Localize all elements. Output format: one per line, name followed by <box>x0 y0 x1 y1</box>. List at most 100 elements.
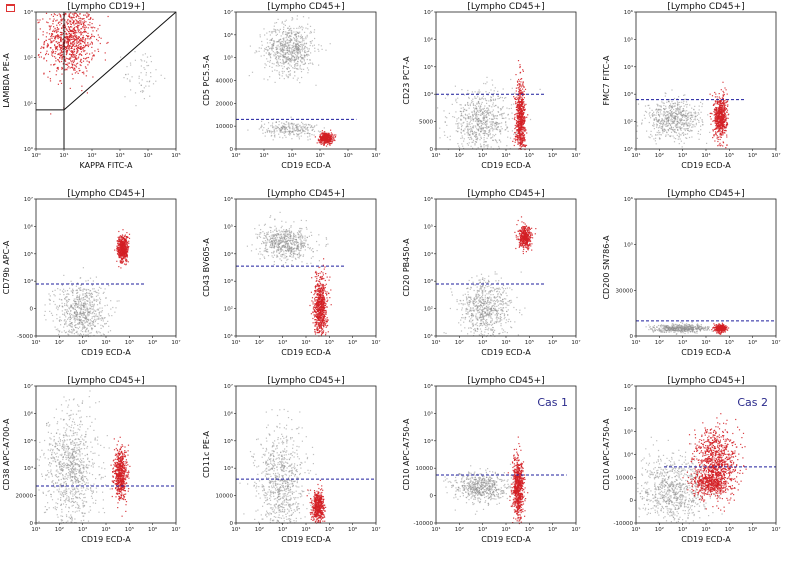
event-dot <box>520 92 522 94</box>
event-dot <box>301 36 303 38</box>
event-dot <box>313 44 315 46</box>
event-dot <box>520 92 522 94</box>
event-dot <box>720 100 722 102</box>
event-dot <box>470 145 472 147</box>
event-dot <box>688 126 690 128</box>
event-dot <box>274 131 276 133</box>
event-dot <box>69 38 71 41</box>
event-dot <box>721 115 723 117</box>
event-dot <box>66 296 68 298</box>
event-dot <box>297 62 299 65</box>
event-dot <box>717 145 719 147</box>
event-dot <box>332 140 334 142</box>
event-dot <box>59 320 61 322</box>
event-dot <box>76 48 78 50</box>
event-dot <box>57 59 59 61</box>
event-dot <box>519 112 521 115</box>
event-dot <box>519 111 521 113</box>
event-dot <box>477 137 479 139</box>
event-dot <box>643 114 645 116</box>
event-dot <box>286 131 288 133</box>
event-dot <box>486 137 488 139</box>
event-dot <box>72 32 74 35</box>
event-dot <box>460 123 462 125</box>
event-dot <box>716 107 718 109</box>
event-dot <box>659 131 661 134</box>
event-dot <box>263 54 265 57</box>
event-dot <box>499 96 502 98</box>
event-dot <box>715 108 717 110</box>
event-dot <box>303 54 305 56</box>
event-dot <box>523 97 525 99</box>
event-dot <box>522 102 524 104</box>
event-dot <box>474 132 476 134</box>
x-tick-label: 10⁶ <box>748 152 758 159</box>
event-dot <box>677 108 679 111</box>
event-dot <box>321 132 323 134</box>
event-dot <box>516 80 519 82</box>
event-dot <box>475 141 477 143</box>
event-dot <box>143 60 146 62</box>
event-dot <box>71 54 73 56</box>
event-dot <box>505 124 507 126</box>
event-dot <box>474 107 476 109</box>
event-dot <box>289 74 291 76</box>
event-dot <box>507 130 509 132</box>
event-dot <box>72 316 74 318</box>
event-dot <box>478 105 480 107</box>
event-dot <box>303 63 306 65</box>
event-dot <box>79 39 81 41</box>
event-dot <box>720 122 722 124</box>
event-dot <box>78 22 80 24</box>
event-dot <box>718 122 720 124</box>
event-dot <box>293 49 295 51</box>
event-dot <box>281 21 283 23</box>
event-dot <box>255 50 257 52</box>
x-tick-label: 10⁴ <box>287 152 297 159</box>
event-dot <box>517 132 519 135</box>
event-dot <box>722 114 724 116</box>
event-dot <box>693 119 695 121</box>
event-dot <box>330 138 332 140</box>
event-dot <box>514 114 516 116</box>
event-dot <box>76 22 78 24</box>
event-dot <box>670 126 673 128</box>
event-dot <box>268 53 270 55</box>
event-dot <box>304 133 306 135</box>
event-dot <box>686 119 688 121</box>
event-dot <box>52 55 54 57</box>
event-dot <box>269 54 271 56</box>
event-dot <box>686 124 688 126</box>
event-dot <box>290 52 292 54</box>
event-dot <box>307 28 309 30</box>
event-dot <box>56 67 58 69</box>
event-dot <box>46 32 48 34</box>
event-dot <box>645 111 648 113</box>
x-tick-label: 10⁴ <box>701 152 711 159</box>
event-dot <box>285 136 287 138</box>
event-dot <box>141 90 143 92</box>
event-dot <box>477 147 479 149</box>
event-dot <box>467 92 469 94</box>
event-dot <box>720 106 722 109</box>
event-dot <box>271 70 273 72</box>
event-dot <box>520 108 522 110</box>
event-dot <box>519 141 521 143</box>
event-dot <box>720 132 722 135</box>
event-dot <box>663 119 666 121</box>
event-dot <box>57 66 59 69</box>
event-dot <box>276 59 278 61</box>
event-dot <box>476 116 478 118</box>
event-dot <box>64 30 66 33</box>
event-dot <box>320 138 322 140</box>
event-dot <box>700 101 702 103</box>
event-dot <box>278 121 280 123</box>
event-dot <box>522 85 524 87</box>
event-dot <box>59 57 61 59</box>
event-dot <box>296 79 298 81</box>
event-dot <box>463 147 465 150</box>
event-dot <box>721 108 724 110</box>
event-dot <box>57 68 59 70</box>
event-dot <box>297 31 299 33</box>
x-tick-label: 10³ <box>478 152 487 159</box>
